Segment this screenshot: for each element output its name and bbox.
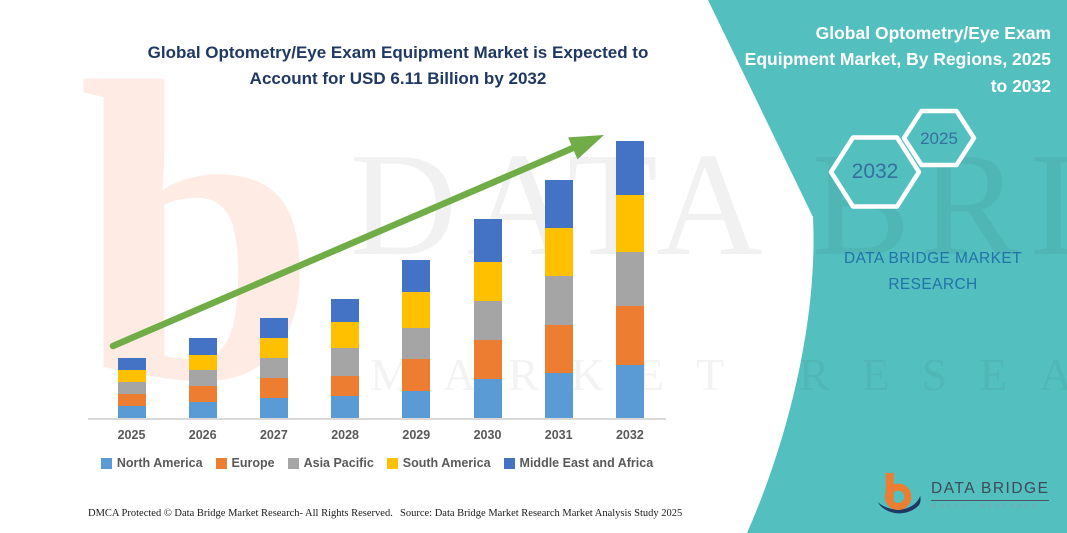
legend-swatch-icon (503, 457, 515, 469)
teal-panel-shape (708, 0, 1067, 533)
bar-2029-segment-south-america (402, 291, 431, 328)
bar-2030-segment-europe (473, 340, 502, 380)
chart-title-line1: Global Optometry/Eye Exam Equipment Mark… (147, 43, 649, 62)
x-axis-label-2025: 2025 (117, 428, 146, 442)
bar-2027-segment-middle-east-and-africa (259, 318, 288, 339)
legend-item-north-america: North America (100, 456, 203, 470)
bar-2032-segment-south-america (615, 195, 644, 253)
panel-title-line2: Equipment Market, By Regions, 2025 (744, 49, 1051, 70)
x-axis-label-2031: 2031 (544, 428, 573, 442)
bar-2027-segment-europe (259, 378, 288, 399)
bar-2028-segment-south-america (331, 321, 360, 348)
legend-label: Asia Pacific (303, 456, 374, 470)
bar-2029-segment-middle-east-and-africa (402, 260, 431, 292)
footer-dmca-text: DMCA Protected © Data Bridge Market Rese… (88, 508, 393, 519)
bar-2032-segment-north-america (615, 364, 644, 418)
bar-2031-segment-south-america (544, 228, 573, 277)
hexagon-2032-label: 2032 (851, 160, 899, 183)
bar-2025-segment-asia-pacific (117, 382, 146, 395)
bar-2030-segment-asia-pacific (473, 301, 502, 341)
chart-title-line2: Account for USD 6.11 Billion by 2032 (249, 69, 547, 89)
panel-title-line1: Global Optometry/Eye Exam (815, 23, 1051, 43)
footer-source-text: Source: Data Bridge Market Research Mark… (400, 508, 683, 519)
logo-swoosh (877, 495, 921, 514)
x-axis-label-2030: 2030 (473, 428, 502, 442)
legend-swatch-icon (287, 457, 299, 469)
bar-2031-segment-europe (544, 325, 573, 373)
bar-2028-segment-middle-east-and-africa (331, 299, 360, 322)
legend-label: North America (116, 456, 203, 470)
chart-title: Global Optometry/Eye Exam Equipment Mark… (140, 40, 656, 93)
x-axis-label-2026: 2026 (188, 428, 217, 442)
bar-2026-segment-north-america (188, 402, 217, 418)
bar-2032-segment-middle-east-and-africa (615, 141, 644, 196)
brand-text: DATA BRIDGE MARKET RESEARCH (800, 246, 1066, 297)
hexagon-2025-label: 2025 (920, 129, 958, 148)
x-axis-label-2029: 2029 (402, 428, 431, 442)
chart-legend: North America Europe Asia Pacific South Ame… (85, 456, 669, 470)
logo-b-bowl (884, 483, 912, 511)
legend-item-europe: Europe (215, 456, 275, 470)
bar-2026-segment-europe (188, 386, 217, 403)
legend-label: Middle East and Africa (519, 456, 654, 470)
logo-text-block: DATA BRIDGE MARKET RESEARCH (931, 480, 1050, 510)
bar-2029-segment-europe (402, 358, 431, 391)
hexagon-2025 (901, 108, 977, 168)
bar-2027-segment-asia-pacific (259, 358, 288, 379)
x-axis-line (88, 418, 666, 420)
panel-title-line3: to 2032 (990, 75, 1051, 96)
bar-2025-segment-south-america (117, 370, 146, 383)
logo-name: DATA BRIDGE (931, 480, 1050, 501)
legend-swatch-icon (100, 457, 112, 469)
x-axis-label-2027: 2027 (259, 428, 288, 442)
bar-2029-segment-asia-pacific (402, 327, 431, 359)
bar-2030-segment-middle-east-and-africa (473, 218, 502, 262)
brand-text-line1: DATA BRIDGE MARKET (843, 250, 1022, 267)
bar-2027-segment-north-america (259, 398, 288, 418)
legend-item-south-america: South America (386, 456, 491, 470)
logo-tagline: MARKET RESEARCH (931, 503, 1040, 510)
bar-2028-segment-north-america (331, 396, 360, 418)
bar-2032-segment-europe (615, 306, 644, 365)
databridge-logo: DATA BRIDGE MARKET RESEARCH (876, 466, 1066, 524)
bar-2025-segment-europe (117, 394, 146, 407)
bar-2026-segment-south-america (188, 354, 217, 371)
databridge-logo-icon (877, 472, 921, 514)
bar-2031-segment-north-america (544, 372, 573, 418)
bar-2030-segment-south-america (473, 261, 502, 302)
bar-2025-segment-north-america (117, 406, 146, 418)
legend-swatch-icon (215, 457, 227, 469)
year-hexagons (828, 108, 977, 209)
legend-label: Europe (231, 456, 275, 470)
legend-item-middle-east-and-africa: Middle East and Africa (503, 456, 654, 470)
legend-item-asia-pacific: Asia Pacific (287, 456, 374, 470)
x-axis-label-2032: 2032 (615, 428, 644, 442)
bar-2032-segment-asia-pacific (615, 252, 644, 306)
panel-title: Global Optometry/Eye Exam Equipment Mark… (721, 20, 1051, 99)
bar-2028-segment-asia-pacific (331, 347, 360, 377)
bar-2028-segment-europe (331, 376, 360, 397)
bar-2029-segment-north-america (402, 390, 431, 418)
bar-2026-segment-asia-pacific (188, 370, 217, 387)
bar-2031-segment-middle-east-and-africa (544, 179, 573, 229)
bar-2025-segment-middle-east-and-africa (117, 358, 146, 371)
legend-swatch-icon (386, 457, 398, 469)
bar-2026-segment-middle-east-and-africa (188, 338, 217, 355)
brand-text-line2: RESEARCH (888, 275, 978, 293)
bar-2031-segment-asia-pacific (544, 276, 573, 326)
legend-label: South America (402, 456, 491, 470)
hexagon-2032 (828, 135, 922, 209)
x-axis-label-2028: 2028 (331, 428, 359, 442)
bar-2030-segment-north-america (473, 379, 502, 418)
bar-2027-segment-south-america (259, 338, 288, 359)
